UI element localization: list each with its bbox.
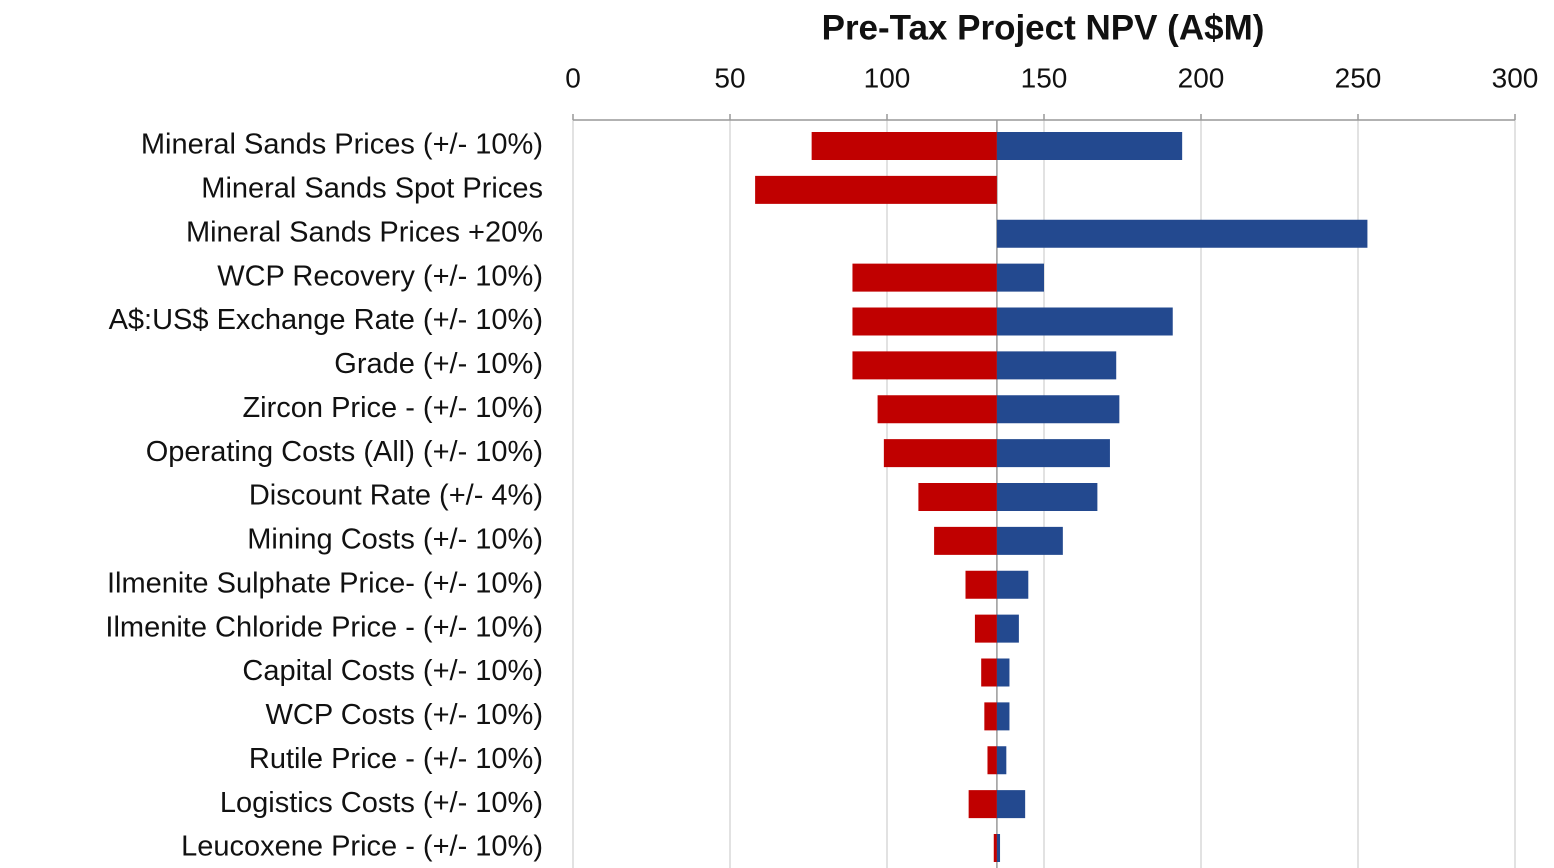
y-tick-label: WCP Costs (+/- 10%) [266, 699, 543, 731]
bar [996, 702, 1010, 731]
bar [934, 526, 997, 555]
bar [987, 746, 997, 775]
y-tick-label: Mining Costs (+/- 10%) [247, 524, 543, 556]
y-tick-label: Mineral Sands Prices +20% [186, 216, 543, 248]
bar [852, 307, 997, 336]
y-tick-label: Zircon Price - (+/- 10%) [242, 392, 543, 424]
x-tick-label: 300 [1492, 62, 1539, 93]
bar [996, 351, 1117, 380]
bar [996, 439, 1110, 468]
chart-title: Pre-Tax Project NPV (A$M) [822, 8, 1265, 47]
bar [996, 658, 1010, 687]
bar [968, 790, 997, 819]
x-tick-label: 150 [1021, 62, 1068, 93]
bar [996, 570, 1029, 599]
bar [996, 834, 1001, 862]
y-tick-label: Rutile Price - (+/- 10%) [249, 743, 543, 775]
x-tick-label: 0 [565, 62, 581, 93]
bar [996, 132, 1183, 160]
x-tick-label: 200 [1178, 62, 1225, 93]
bar [918, 483, 997, 511]
y-tick-label: Mineral Sands Prices (+/- 10%) [141, 129, 543, 161]
x-tick-label: 50 [714, 62, 745, 93]
bar [883, 439, 997, 468]
x-tick-label: 100 [864, 62, 911, 93]
y-tick-label: Leucoxene Price - (+/- 10%) [181, 831, 543, 863]
bar [984, 702, 997, 731]
bar [852, 351, 997, 380]
y-tick-label: Mineral Sands Spot Prices [201, 173, 543, 205]
bar [996, 483, 1098, 511]
bar [811, 132, 997, 160]
y-tick-label: Discount Rate (+/- 4%) [249, 480, 543, 512]
bar [974, 614, 997, 643]
y-tick-label: Ilmenite Chloride Price - (+/- 10%) [105, 611, 543, 643]
bar [755, 175, 997, 204]
bar [996, 219, 1368, 248]
x-tick-label: 250 [1335, 62, 1382, 93]
bar [993, 834, 997, 862]
bar [852, 263, 997, 292]
y-tick-label: A$:US$ Exchange Rate (+/- 10%) [109, 304, 543, 336]
bar [996, 746, 1007, 775]
bar [996, 526, 1063, 555]
bar [996, 263, 1044, 292]
bar [877, 395, 997, 424]
y-tick-label: Operating Costs (All) (+/- 10%) [146, 436, 543, 468]
y-tick-label: Capital Costs (+/- 10%) [242, 655, 543, 687]
bar [965, 570, 997, 599]
bar [996, 395, 1120, 424]
bar [996, 307, 1173, 336]
y-tick-label: Grade (+/- 10%) [334, 348, 543, 380]
bar [981, 658, 997, 687]
y-tick-label: WCP Recovery (+/- 10%) [217, 260, 543, 292]
y-tick-label: Logistics Costs (+/- 10%) [220, 787, 543, 819]
bar [996, 614, 1019, 643]
y-tick-label: Ilmenite Sulphate Price- (+/- 10%) [107, 567, 543, 599]
bar [996, 790, 1026, 819]
